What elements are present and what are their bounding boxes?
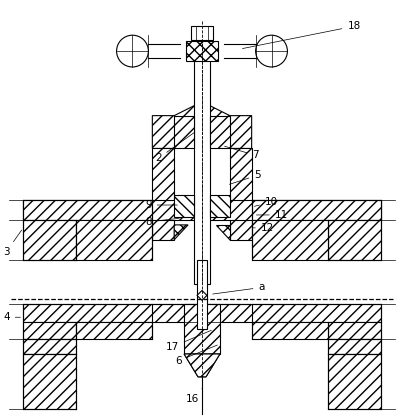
Polygon shape	[216, 225, 230, 240]
Polygon shape	[174, 195, 194, 217]
Text: 17: 17	[166, 330, 211, 352]
Polygon shape	[184, 304, 220, 354]
Polygon shape	[252, 322, 328, 339]
Polygon shape	[252, 200, 381, 220]
Text: 12: 12	[252, 223, 274, 233]
Text: 2: 2	[155, 132, 195, 163]
Bar	[197, 260, 207, 329]
Text: 5: 5	[229, 170, 261, 184]
Polygon shape	[252, 220, 328, 260]
Text: 9: 9	[145, 200, 177, 210]
Polygon shape	[23, 200, 152, 220]
Polygon shape	[174, 116, 194, 148]
Polygon shape	[184, 354, 220, 377]
Polygon shape	[174, 225, 188, 240]
Polygon shape	[197, 290, 207, 300]
Polygon shape	[23, 304, 381, 322]
Polygon shape	[23, 220, 76, 260]
Text: 6: 6	[175, 345, 217, 366]
Polygon shape	[76, 322, 152, 339]
Polygon shape	[328, 339, 381, 354]
Text: a: a	[213, 282, 265, 294]
Polygon shape	[328, 220, 381, 260]
Polygon shape	[152, 106, 252, 148]
Polygon shape	[210, 116, 230, 148]
Text: 8: 8	[145, 217, 179, 227]
Text: 7: 7	[225, 146, 259, 161]
Polygon shape	[328, 354, 381, 409]
Text: 10: 10	[255, 197, 278, 207]
Polygon shape	[23, 322, 76, 339]
Text: 4: 4	[3, 312, 21, 322]
Text: 18: 18	[242, 21, 361, 48]
Polygon shape	[23, 200, 381, 220]
Polygon shape	[76, 220, 152, 260]
Polygon shape	[210, 195, 230, 217]
Polygon shape	[23, 354, 76, 409]
Polygon shape	[328, 322, 381, 339]
Text: 11: 11	[257, 210, 288, 220]
Polygon shape	[184, 354, 220, 377]
Text: 16: 16	[185, 389, 202, 404]
Bar	[194, 40, 210, 284]
Polygon shape	[230, 148, 252, 240]
Bar	[191, 26, 213, 40]
Polygon shape	[186, 41, 218, 61]
Polygon shape	[152, 148, 174, 240]
Text: 3: 3	[3, 230, 22, 257]
Polygon shape	[23, 339, 76, 354]
